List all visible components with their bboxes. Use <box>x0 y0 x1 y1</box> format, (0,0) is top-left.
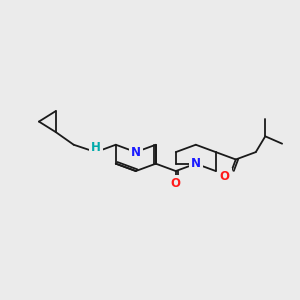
Text: O: O <box>220 170 230 183</box>
Text: N: N <box>91 146 101 159</box>
Text: O: O <box>171 177 181 190</box>
Text: N: N <box>131 146 141 159</box>
Text: H: H <box>91 140 101 154</box>
Text: N: N <box>191 157 201 170</box>
